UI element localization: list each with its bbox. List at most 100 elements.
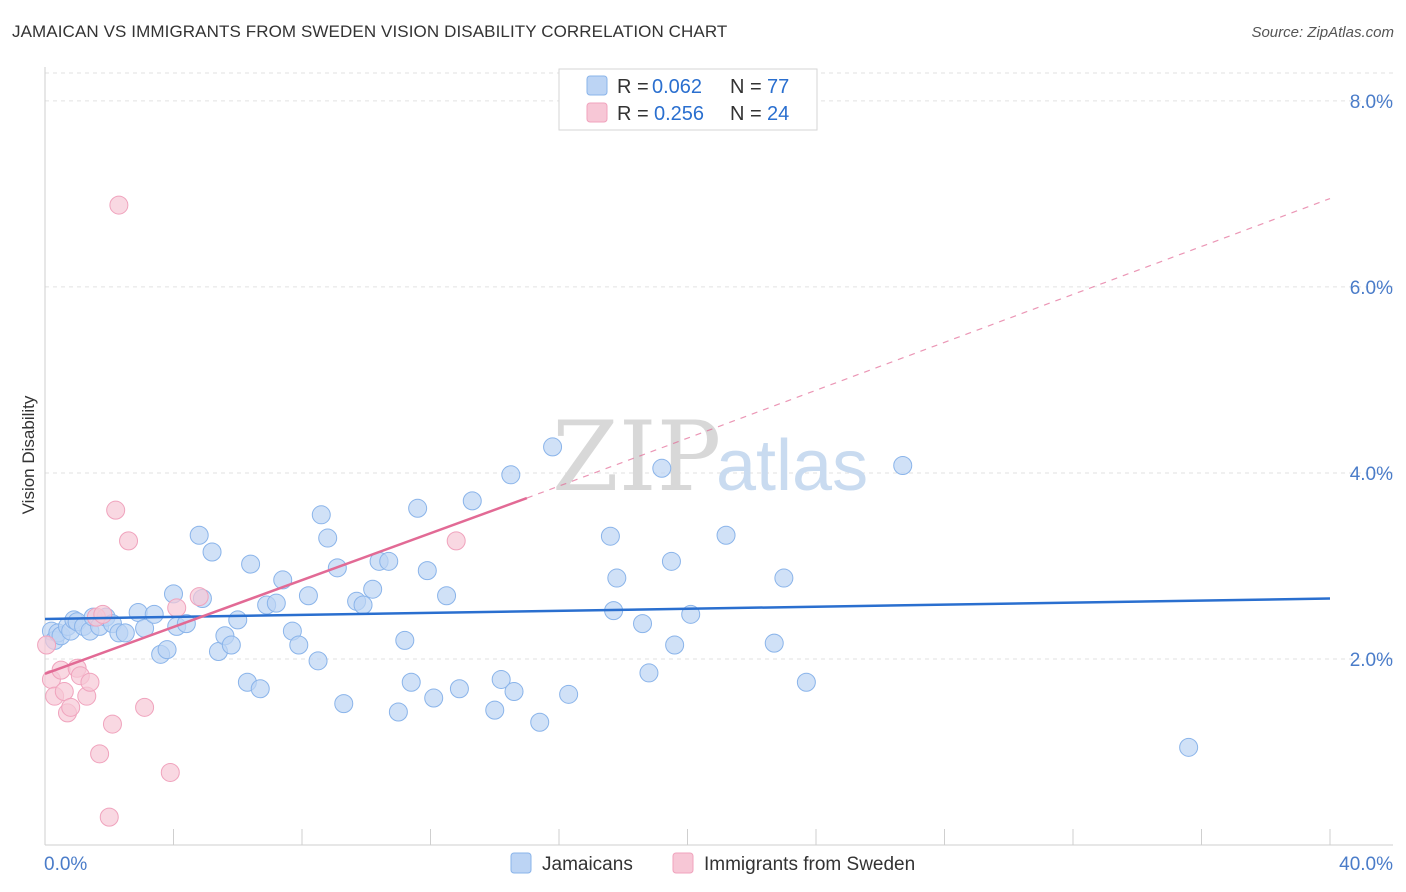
point-jamaicans bbox=[353, 595, 373, 615]
point-sweden bbox=[119, 531, 139, 551]
point-sweden bbox=[135, 697, 155, 717]
legend-n-value-1: 77 bbox=[767, 76, 789, 98]
legend-r-value-2: 0.256 bbox=[654, 103, 704, 125]
point-jamaicans bbox=[189, 525, 209, 545]
point-jamaicans bbox=[144, 604, 164, 624]
y-tick-label: 2.0% bbox=[1350, 650, 1393, 671]
point-sweden bbox=[93, 604, 113, 624]
point-sweden bbox=[54, 682, 74, 702]
point-jamaicans bbox=[388, 702, 408, 722]
point-jamaicans bbox=[504, 682, 524, 702]
bottom-legend-swatch-jamaicans bbox=[510, 852, 532, 874]
y-tick-label: 8.0% bbox=[1350, 92, 1393, 113]
point-jamaicans bbox=[202, 542, 222, 562]
axes bbox=[44, 67, 1393, 846]
x-tick-max: 40.0% bbox=[1339, 854, 1393, 875]
point-jamaicans bbox=[661, 551, 681, 571]
point-jamaicans bbox=[501, 465, 521, 485]
legend-n-value-2: 24 bbox=[767, 103, 789, 125]
point-jamaicans bbox=[308, 651, 328, 671]
point-sweden bbox=[37, 635, 57, 655]
point-jamaicans bbox=[176, 614, 196, 634]
point-sweden bbox=[80, 672, 100, 692]
trend-line-jamaicans bbox=[44, 597, 1331, 621]
bottom-legend-swatch-sweden bbox=[672, 852, 694, 874]
point-jamaicans bbox=[716, 525, 736, 545]
point-jamaicans bbox=[395, 630, 415, 650]
legend-r-label-2: R = bbox=[617, 103, 649, 125]
point-jamaicans bbox=[363, 579, 383, 599]
point-jamaicans bbox=[311, 505, 331, 525]
point-jamaicans bbox=[417, 561, 437, 581]
point-jamaicans bbox=[318, 528, 338, 548]
point-jamaicans bbox=[250, 679, 270, 699]
point-jamaicans bbox=[115, 623, 135, 643]
point-sweden bbox=[189, 587, 209, 607]
point-jamaicans bbox=[228, 610, 248, 630]
point-jamaicans bbox=[764, 633, 784, 653]
point-jamaicans bbox=[600, 526, 620, 546]
point-jamaicans bbox=[298, 586, 318, 606]
point-jamaicans bbox=[639, 663, 659, 683]
legend-r-label-1: R = bbox=[617, 76, 649, 98]
legend-r-value-1: 0.062 bbox=[652, 76, 702, 98]
y-tick-label: 6.0% bbox=[1350, 278, 1393, 299]
point-sweden bbox=[160, 762, 180, 782]
point-jamaicans bbox=[266, 593, 286, 613]
bottom-legend-label-jamaicans: Jamaicans bbox=[542, 854, 633, 875]
legend-n-label-2: N = bbox=[730, 103, 762, 125]
point-jamaicans bbox=[893, 456, 913, 476]
point-jamaicans bbox=[334, 694, 354, 714]
point-sweden bbox=[167, 598, 187, 618]
data-points bbox=[37, 195, 1199, 827]
legend-n-label-1: N = bbox=[730, 76, 762, 98]
point-jamaicans bbox=[543, 437, 563, 457]
watermark-atlas: atlas bbox=[716, 426, 868, 506]
point-jamaicans bbox=[379, 551, 399, 571]
x-tick-min: 0.0% bbox=[44, 854, 87, 875]
point-sweden bbox=[446, 531, 466, 551]
y-axis-title: Vision Disability bbox=[19, 395, 38, 514]
legend-swatch-sweden bbox=[586, 102, 608, 123]
source-label: Source: ZipAtlas.com bbox=[1251, 24, 1394, 41]
point-jamaicans bbox=[665, 635, 685, 655]
point-jamaicans bbox=[424, 688, 444, 708]
point-jamaicans bbox=[652, 458, 672, 478]
point-jamaicans bbox=[485, 700, 505, 720]
watermark-zip: ZIP bbox=[552, 401, 721, 513]
legend-swatch-jamaicans bbox=[586, 75, 608, 96]
y-tick-labels: 2.0% 4.0% 6.0% 8.0% bbox=[1350, 92, 1393, 671]
point-sweden bbox=[109, 195, 129, 215]
point-sweden bbox=[102, 714, 122, 734]
point-jamaicans bbox=[774, 568, 794, 588]
point-sweden bbox=[61, 697, 81, 717]
point-jamaicans bbox=[437, 586, 457, 606]
point-jamaicans bbox=[633, 614, 653, 634]
point-jamaicans bbox=[401, 672, 421, 692]
point-jamaicans bbox=[607, 568, 627, 588]
point-sweden bbox=[90, 744, 110, 764]
legend-box: R = 0.062 N = 77 R = 0.256 N = 24 bbox=[558, 68, 818, 131]
point-jamaicans bbox=[241, 554, 261, 574]
point-jamaicans bbox=[1179, 737, 1199, 757]
point-jamaicans bbox=[530, 712, 550, 732]
point-jamaicans bbox=[491, 669, 511, 689]
trend-lines bbox=[44, 198, 1331, 676]
point-jamaicans bbox=[796, 672, 816, 692]
bottom-legend-label-sweden: Immigrants from Sweden bbox=[704, 854, 915, 875]
point-sweden bbox=[99, 807, 119, 827]
point-jamaicans bbox=[449, 679, 469, 699]
point-jamaicans bbox=[157, 640, 177, 660]
point-sweden bbox=[106, 500, 126, 520]
trend-line-sweden bbox=[44, 496, 528, 676]
point-jamaicans bbox=[221, 635, 241, 655]
y-tick-label: 4.0% bbox=[1350, 464, 1393, 485]
point-jamaicans bbox=[408, 498, 428, 518]
point-jamaicans bbox=[289, 635, 309, 655]
point-jamaicans bbox=[559, 684, 579, 704]
bottom-legend: Jamaicans Immigrants from Sweden bbox=[510, 852, 915, 875]
chart-title: JAMAICAN VS IMMIGRANTS FROM SWEDEN VISIO… bbox=[12, 22, 728, 41]
trend-extension-sweden bbox=[526, 198, 1331, 499]
point-jamaicans bbox=[462, 491, 482, 511]
